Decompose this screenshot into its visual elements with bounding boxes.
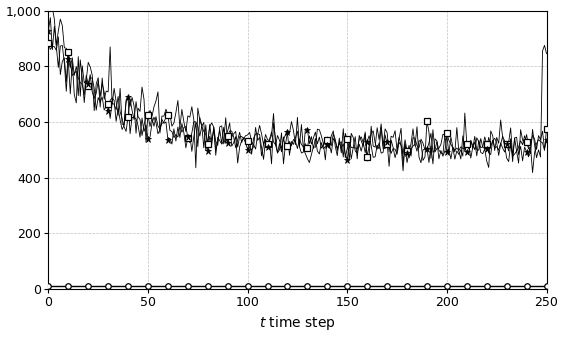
X-axis label: $t$ time step: $t$ time step — [259, 314, 336, 333]
